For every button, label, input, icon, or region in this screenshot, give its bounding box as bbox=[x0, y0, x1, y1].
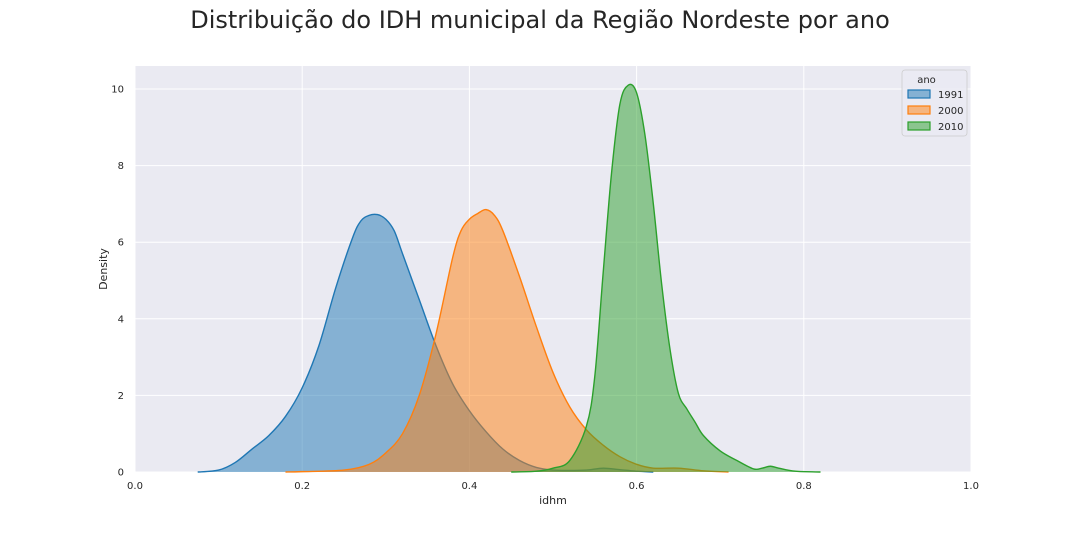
legend-swatch-2010 bbox=[907, 121, 931, 131]
y-tick-label: 2 bbox=[118, 391, 124, 402]
legend-box bbox=[901, 69, 968, 137]
line-2010 bbox=[511, 83, 821, 473]
y-tick-label: 4 bbox=[118, 314, 124, 325]
chart-title: Distribuição do IDH municipal da Região … bbox=[190, 6, 890, 34]
area-1991 bbox=[197, 214, 654, 472]
y-ticks: 0 2 4 6 8 10 bbox=[111, 84, 124, 478]
x-tick-label: 0.2 bbox=[294, 481, 310, 492]
y-tick-label: 8 bbox=[118, 161, 124, 172]
legend-label-2010: 2010 bbox=[938, 122, 963, 133]
y-axis-label: Density bbox=[97, 248, 110, 290]
area-2000 bbox=[285, 209, 729, 472]
x-ticks: 0.0 0.2 0.4 0.6 0.8 1.0 bbox=[127, 481, 979, 492]
legend-swatch-1991 bbox=[907, 89, 931, 99]
x-tick-label: 0.6 bbox=[629, 481, 645, 492]
y-tick-label: 10 bbox=[111, 84, 124, 95]
area-2010 bbox=[511, 84, 821, 472]
x-axis-label: idhm bbox=[539, 494, 567, 507]
y-tick-label: 0 bbox=[118, 468, 124, 479]
x-tick-label: 1.0 bbox=[963, 481, 979, 492]
legend-title: ano bbox=[917, 75, 936, 86]
y-tick-label: 6 bbox=[118, 238, 124, 249]
legend-label-2000: 2000 bbox=[938, 106, 963, 117]
x-tick-label: 0.8 bbox=[796, 481, 812, 492]
legend-swatch-2000 bbox=[907, 105, 931, 115]
density-areas bbox=[197, 83, 821, 473]
x-tick-label: 0.4 bbox=[461, 481, 477, 492]
legend-label-1991: 1991 bbox=[938, 90, 963, 101]
x-tick-label: 0.0 bbox=[127, 481, 143, 492]
